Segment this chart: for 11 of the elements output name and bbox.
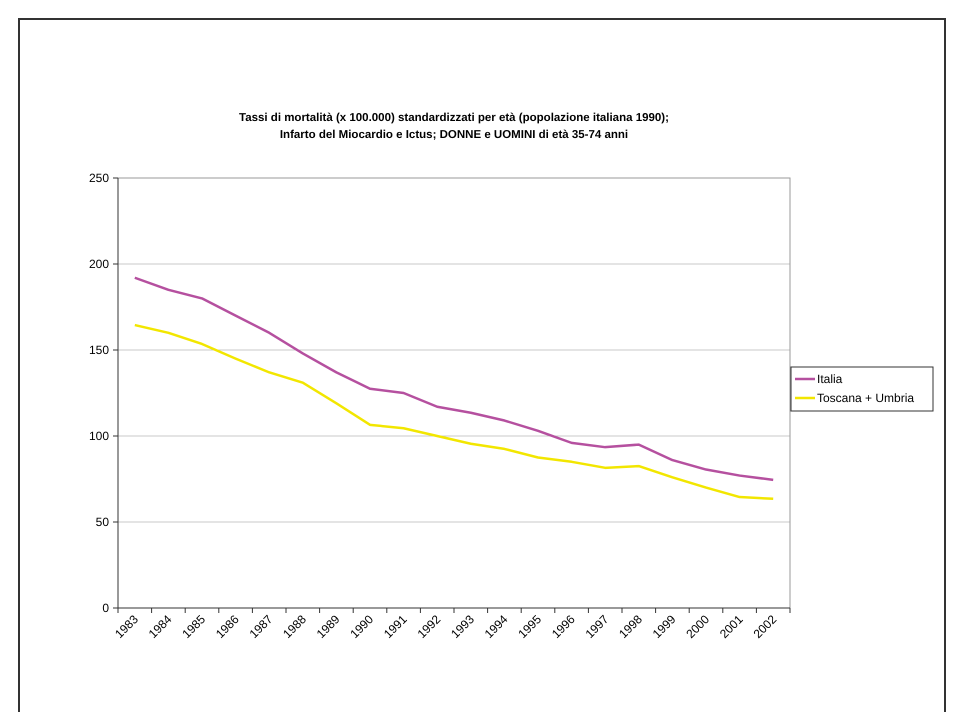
y-tick-label: 200 — [88, 257, 110, 272]
line-series — [134, 324, 774, 500]
y-tick-label: 0 — [102, 601, 110, 616]
legend-label: Italia — [817, 372, 843, 386]
y-tick-label: 100 — [88, 429, 110, 444]
chart-title: Tassi di mortalità (x 100.000) standardizzati per età (popolazione italiana 1990); Infarto del Miocardio e Ictus; DONNE e UOMINI di età 35-74 anni — [239, 112, 669, 141]
y-tick-label: 150 — [88, 343, 110, 358]
legend-label: Toscana + Umbria — [817, 391, 914, 406]
y-tick-label: 50 — [96, 515, 110, 530]
y-tick-label: 250 — [88, 171, 110, 186]
line-series — [134, 276, 774, 482]
